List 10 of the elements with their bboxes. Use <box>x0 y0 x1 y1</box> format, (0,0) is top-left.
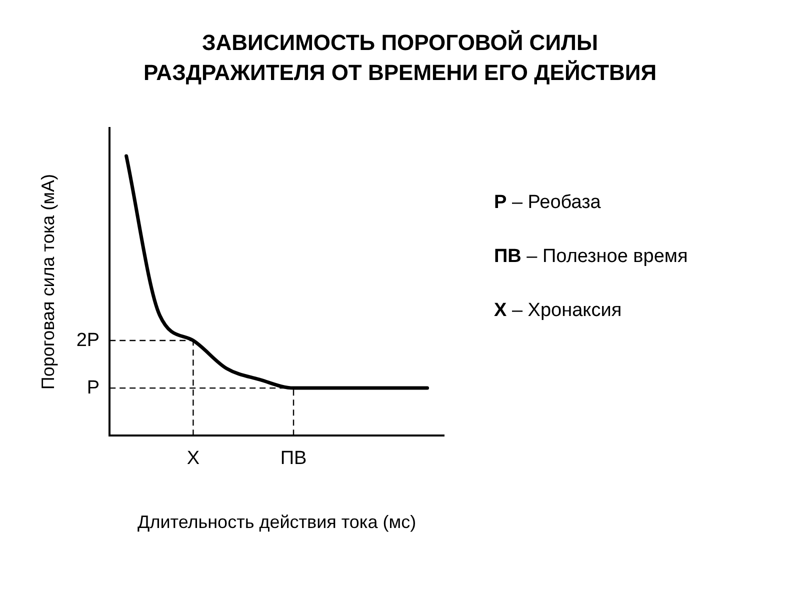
ref-line-label: 2P <box>76 330 100 351</box>
x-tick-label: X <box>186 448 200 470</box>
chart-title: ЗАВИСИМОСТЬ ПОРОГОВОЙ СИЛЫ РАЗДРАЖИТЕЛЯ ОТ ВРЕМЕНИ ЕГО ДЕЙСТВИЯ <box>142 29 658 87</box>
text: ПВ – Полезное время <box>494 245 688 269</box>
x-tick-label: ПВ <box>280 448 307 470</box>
ref-line-label: P <box>86 377 100 398</box>
x-axis-title: Длительность действия тока (мс) <box>138 512 416 532</box>
y-axis-title: Пороговая сила тока (мА) <box>38 174 58 390</box>
text: P – Реобаза <box>494 191 602 215</box>
text: X – Хронаксия <box>494 299 623 323</box>
